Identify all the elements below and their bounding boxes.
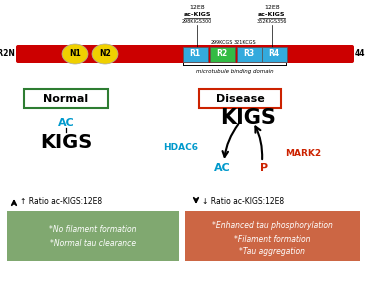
Text: 12E8: 12E8 [264,5,280,10]
Text: 352KIGS356: 352KIGS356 [257,19,287,24]
Text: *Normal tau clearance: *Normal tau clearance [50,239,136,249]
Text: P: P [260,163,268,173]
Text: Normal: Normal [43,94,89,104]
Text: *Filament formation: *Filament formation [234,234,310,243]
Text: KIGS: KIGS [40,133,92,152]
Ellipse shape [62,44,88,64]
Text: AC: AC [58,118,74,128]
FancyBboxPatch shape [16,45,354,63]
Text: ac-KIGS: ac-KIGS [258,12,286,17]
Text: *Enhanced tau phosphorylation: *Enhanced tau phosphorylation [212,222,333,230]
Text: microtubule binding domain: microtubule binding domain [196,69,273,74]
FancyBboxPatch shape [24,89,108,108]
Text: *No filament formation: *No filament formation [49,226,137,234]
Text: R2: R2 [216,49,227,59]
Text: MARK2: MARK2 [285,148,321,158]
Text: KIGS: KIGS [220,108,276,128]
Text: 4R2N: 4R2N [0,49,16,59]
Text: R1: R1 [189,49,200,59]
Text: ac-KIGS: ac-KIGS [183,12,211,17]
Ellipse shape [92,44,118,64]
Text: HDAC6: HDAC6 [163,144,198,152]
Text: AC: AC [214,163,230,173]
FancyBboxPatch shape [261,46,287,61]
FancyBboxPatch shape [7,211,179,261]
Text: Disease: Disease [216,94,264,104]
FancyBboxPatch shape [185,211,360,261]
Text: *Tau aggregation: *Tau aggregation [239,247,305,257]
FancyBboxPatch shape [210,46,234,61]
Text: ↓ Ratio ac-KIGS:12E8: ↓ Ratio ac-KIGS:12E8 [202,197,284,205]
Text: R4: R4 [268,49,280,59]
Text: N2: N2 [99,49,111,59]
Text: 299KCGS: 299KCGS [211,40,233,45]
Text: 441aa: 441aa [355,49,365,59]
FancyBboxPatch shape [182,46,207,61]
Text: R3: R3 [243,49,254,59]
Text: 321KCGS: 321KCGS [234,40,256,45]
Text: ↑ Ratio ac-KIGS:12E8: ↑ Ratio ac-KIGS:12E8 [20,197,102,205]
Text: N1: N1 [69,49,81,59]
FancyBboxPatch shape [237,46,261,61]
FancyBboxPatch shape [199,89,281,108]
Text: 12E8: 12E8 [189,5,205,10]
Text: 298KIGS300: 298KIGS300 [182,19,212,24]
